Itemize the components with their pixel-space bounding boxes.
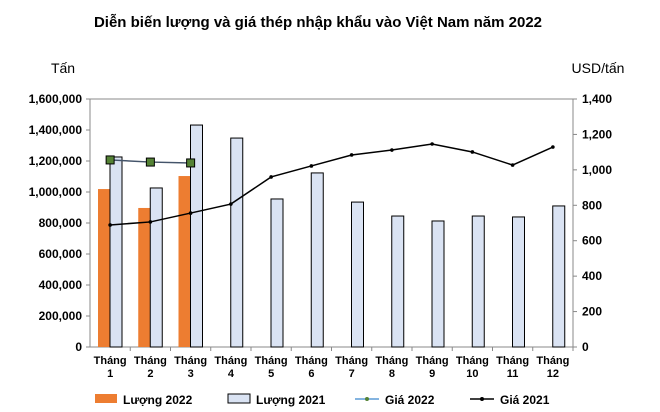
left-tick-label: 1,400,000: [29, 123, 83, 137]
bar-lượng-2021: [270, 198, 284, 348]
point-marker: [148, 220, 153, 224]
x-tick-label: Tháng: [496, 355, 529, 367]
x-tick-label: Tháng: [416, 355, 449, 367]
x-tick-label: 5: [268, 368, 274, 380]
x-tick-label: 7: [349, 368, 355, 380]
x-tick-label: Tháng: [536, 355, 569, 367]
x-tick-label: Tháng: [375, 355, 408, 367]
legend-label: Giá 2022: [385, 393, 435, 407]
left-tick-label: 1,200,000: [29, 154, 83, 168]
right-tick-label: 0: [582, 340, 589, 354]
left-tick-label: 600,000: [39, 247, 83, 261]
x-tick-label: 10: [466, 368, 478, 380]
right-tick-label: 600: [582, 234, 602, 248]
x-tick-label: Tháng: [214, 355, 247, 367]
x-tick-label: 11: [507, 368, 519, 380]
right-tick-label: 400: [582, 269, 602, 283]
point-marker: [269, 175, 273, 179]
legend-swatch: [227, 393, 251, 404]
point-marker: [188, 211, 193, 215]
left-tick-label: 1,000,000: [29, 185, 83, 199]
point-marker: [108, 223, 112, 227]
point-marker: [105, 155, 115, 165]
point-marker: [186, 158, 196, 168]
bar-lượng-2022: [178, 176, 191, 347]
right-axis-label: USD/tấn: [572, 60, 625, 76]
x-tick-label: 3: [188, 368, 194, 380]
legend-label: Lượng 2022: [123, 393, 193, 407]
bar-lượng-2021: [391, 215, 405, 348]
legend-swatch: [95, 394, 117, 403]
right-tick-label: 1,400: [582, 92, 612, 106]
right-tick-label: 200: [582, 305, 602, 319]
legend-marker: [365, 397, 369, 401]
left-tick-label: 0: [75, 340, 82, 354]
right-tick-label: 1,200: [582, 127, 612, 141]
left-tick-label: 1,600,000: [29, 92, 83, 106]
bar-lượng-2021: [512, 216, 525, 348]
x-tick-label: Tháng: [134, 355, 167, 367]
x-tick-label: Tháng: [295, 355, 328, 367]
bar-lượng-2021: [190, 124, 203, 348]
x-tick-label: 6: [308, 368, 314, 380]
point-marker: [510, 163, 515, 167]
bar-lượng-2021: [351, 201, 364, 348]
legend-label: Lượng 2021: [256, 393, 326, 407]
bar-lượng-2021: [310, 172, 324, 348]
bar-lượng-2022: [138, 207, 151, 347]
bar-lượng-2021: [431, 220, 445, 348]
bar-lượng-2021: [149, 187, 163, 348]
point-marker: [551, 145, 555, 149]
x-tick-label: Tháng: [456, 355, 489, 367]
x-tick-label: Tháng: [94, 355, 127, 367]
left-tick-label: 800,000: [39, 216, 83, 230]
right-tick-label: 800: [582, 198, 602, 212]
point-marker: [309, 164, 314, 168]
chart-title: Diễn biến lượng và giá thép nhập khẩu và…: [94, 14, 542, 31]
bar-lượng-2021: [230, 137, 244, 348]
x-tick-label: Tháng: [174, 355, 207, 367]
point-marker: [430, 142, 434, 146]
left-tick-label: 400,000: [39, 278, 83, 292]
left-axis-label: Tấn: [51, 60, 75, 76]
bar-lượng-2021: [109, 156, 123, 348]
point-marker: [349, 153, 354, 157]
legend-marker: [480, 397, 484, 401]
x-tick-label: 4: [228, 368, 235, 380]
bar-lượng-2021: [471, 215, 485, 348]
x-tick-label: 1: [107, 368, 113, 380]
point-marker: [145, 157, 155, 167]
x-tick-label: 9: [429, 368, 435, 380]
x-tick-label: Tháng: [255, 355, 288, 367]
point-marker: [470, 150, 475, 154]
right-tick-label: 1,000: [582, 163, 612, 177]
x-tick-label: 12: [547, 368, 559, 380]
x-tick-label: 2: [147, 368, 153, 380]
point-marker: [390, 148, 394, 152]
bar-lượng-2022: [98, 189, 110, 347]
legend-label: Giá 2021: [500, 393, 550, 407]
left-tick-label: 200,000: [39, 309, 83, 323]
x-tick-label: Tháng: [335, 355, 368, 367]
line-giá-2021: [110, 143, 554, 226]
x-tick-label: 8: [389, 368, 395, 380]
bar-lượng-2021: [552, 205, 566, 348]
point-marker: [229, 202, 233, 206]
